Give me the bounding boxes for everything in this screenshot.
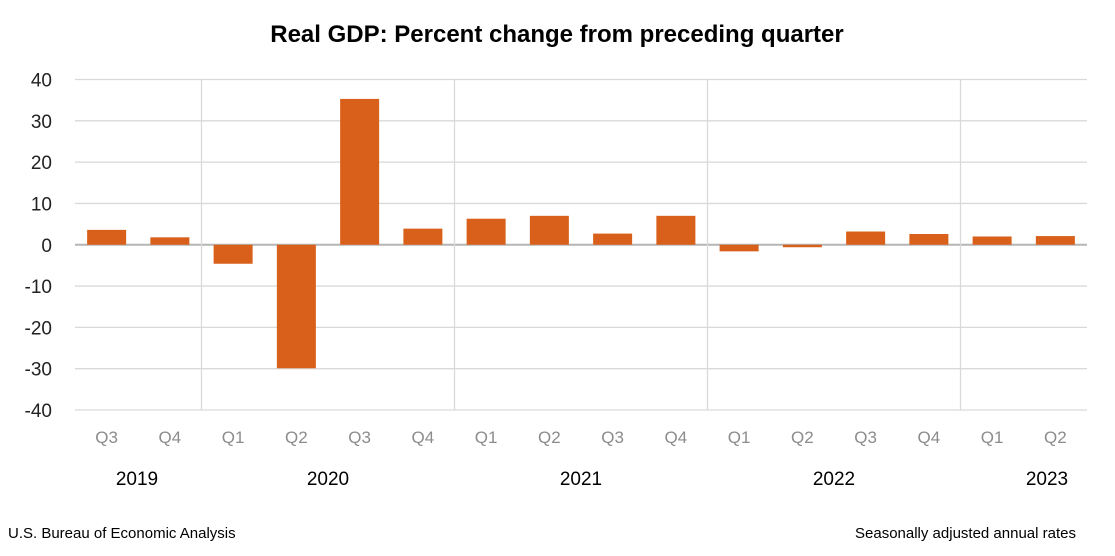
quarter-label: Q3	[95, 428, 118, 447]
source-note: U.S. Bureau of Economic Analysis	[8, 525, 236, 542]
year-label: 2021	[560, 469, 602, 490]
y-tick-label: -20	[25, 318, 52, 339]
y-tick-label: 10	[31, 194, 52, 215]
quarter-label: Q3	[348, 428, 371, 447]
quarter-label: Q2	[791, 428, 814, 447]
bar	[782, 244, 822, 248]
bar	[150, 237, 190, 245]
y-tick-label: 30	[31, 112, 52, 133]
rate-note: Seasonally adjusted annual rates	[855, 525, 1076, 542]
quarter-label: Q2	[285, 428, 308, 447]
quarter-label: Q3	[854, 428, 877, 447]
quarter-label: Q1	[981, 428, 1004, 447]
bar	[403, 228, 443, 245]
bar	[340, 98, 380, 245]
quarter-label: Q4	[159, 428, 182, 447]
y-tick-label: -10	[25, 277, 52, 298]
quarter-label: Q2	[538, 428, 561, 447]
y-tick-label: 0	[41, 236, 52, 257]
bar	[909, 234, 949, 245]
quarter-label: Q4	[918, 428, 941, 447]
bar	[1035, 236, 1075, 245]
y-tick-label: -30	[25, 360, 52, 381]
quarter-label: Q2	[1044, 428, 1067, 447]
bar	[719, 244, 759, 252]
bar	[87, 229, 127, 245]
bar	[846, 231, 886, 245]
year-label: 2019	[116, 469, 158, 490]
quarter-label: Q1	[728, 428, 751, 447]
quarter-label: Q1	[475, 428, 498, 447]
year-label: 2022	[813, 469, 855, 490]
bar	[276, 244, 316, 369]
bar	[972, 236, 1012, 245]
quarter-label: Q1	[222, 428, 245, 447]
year-label: 2023	[1026, 469, 1068, 490]
bar	[213, 244, 253, 264]
chart-title: Real GDP: Percent change from preceding …	[270, 21, 843, 48]
bar	[466, 218, 506, 245]
y-tick-label: 40	[31, 71, 52, 92]
quarter-label: Q4	[665, 428, 688, 447]
year-label: 2020	[307, 469, 349, 490]
y-tick-label: -40	[25, 401, 52, 422]
y-tick-label: 20	[31, 153, 52, 174]
quarter-label: Q3	[601, 428, 624, 447]
quarter-label: Q4	[412, 428, 435, 447]
bar	[656, 215, 696, 245]
bar	[593, 233, 633, 245]
bar	[529, 215, 569, 245]
